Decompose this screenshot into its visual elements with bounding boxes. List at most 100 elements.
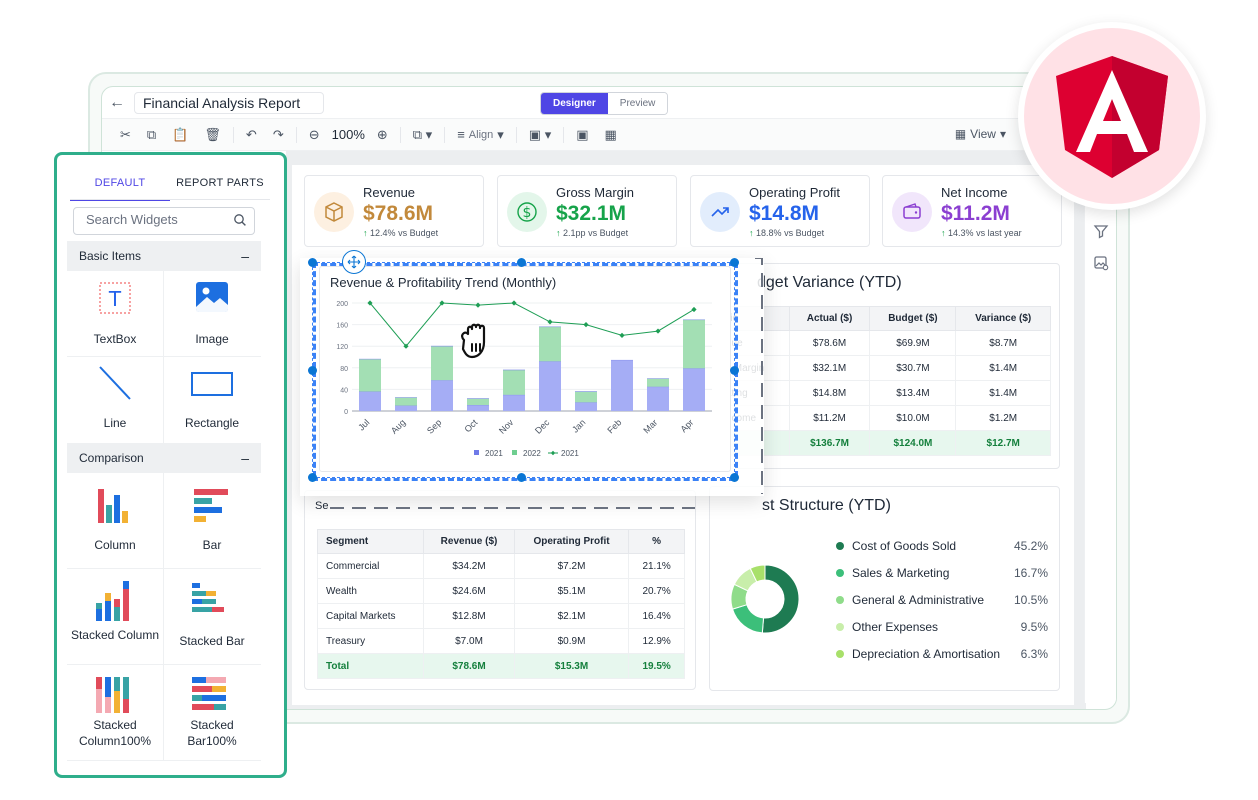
cut-icon[interactable]: ✂: [120, 126, 131, 142]
donut-chart[interactable]: [720, 547, 810, 652]
kpi-card-revenue[interactable]: Revenue $78.6M ↑ 12.4% vs Budget: [304, 175, 484, 247]
column-header[interactable]: %: [628, 529, 685, 554]
kpi-delta-text: vs Budget: [398, 228, 439, 238]
collapse-icon[interactable]: –: [241, 450, 249, 466]
widget-stacked-bar-100[interactable]: Stacked Bar100%: [164, 665, 260, 760]
widget-stacked-column-100[interactable]: Stacked Column100%: [67, 665, 163, 760]
trend-chart-widget[interactable]: Revenue & Profitability Trend (Monthly) …: [319, 266, 731, 472]
tab-default[interactable]: DEFAULT: [70, 171, 170, 201]
kpi-card-operating-profit[interactable]: Operating Profit $14.8M ↑ 18.8% vs Budge…: [690, 175, 870, 247]
filter-icon[interactable]: [1085, 215, 1116, 247]
delete-icon[interactable]: 🗑: [204, 126, 221, 142]
align-dropdown[interactable]: ≡ Align ▾: [449, 127, 512, 143]
widget-bar[interactable]: Bar: [164, 473, 260, 568]
section-basic-items[interactable]: Basic Items –: [67, 241, 261, 271]
search-input[interactable]: Search Widgets: [73, 207, 255, 235]
column-header[interactable]: Variance ($): [955, 306, 1051, 331]
bar-segment: [503, 369, 525, 395]
column-header[interactable]: Segment: [316, 529, 425, 554]
widget-label: Line: [103, 416, 127, 430]
line-point: [619, 332, 625, 338]
widget-rectangle[interactable]: Rectangle: [164, 357, 260, 443]
toolbar: ✂ ⧉ 📋 🗑 ↶ ↷ ⊖ 100% ⊕ ⧉ ▾ ≡ Align ▾ ▣ ▾ ▣ ▦…: [102, 119, 1116, 151]
designer-tab[interactable]: Designer: [541, 93, 608, 114]
table-cell: Total: [316, 653, 425, 679]
legend-value: 9.5%: [1020, 620, 1048, 634]
paste-icon[interactable]: 📋: [172, 126, 189, 142]
trend-chart[interactable]: 0 40 80 120 160 200 Jul Aug Sep Oct Nov Dec Jan Feb Ma…: [320, 293, 732, 473]
resize-handle[interactable]: [517, 258, 526, 267]
table-cell: $15.3M: [513, 653, 630, 679]
zoom-out-icon[interactable]: ⊖: [308, 126, 320, 142]
kpi-delta-text: vs Budget: [588, 228, 629, 238]
preview-tab[interactable]: Preview: [607, 93, 668, 114]
arrow-up-icon: ↑: [363, 228, 368, 238]
widget-stacked-bar[interactable]: Stacked Bar: [164, 569, 260, 664]
widget-label: Column: [94, 538, 136, 552]
segment-card[interactable]: Se Segment Revenue ($) Operating Profit …: [304, 490, 696, 690]
x-tick-label: Oct: [462, 417, 479, 434]
kpi-card-gross-margin[interactable]: $ Gross Margin $32.1M ↑ 2.1pp vs Budget: [497, 175, 677, 247]
toolbar-divider: [399, 126, 401, 143]
resize-handle[interactable]: [730, 258, 739, 267]
widget-panel: DEFAULT REPORT PARTS Search Widgets Basi…: [54, 152, 287, 778]
arrange-icon[interactable]: ⧉ ▾: [412, 126, 433, 142]
y-tick-label: 80: [340, 366, 348, 373]
legend-item: General & Administrative 10.5%: [836, 593, 1048, 607]
search-icon[interactable]: [233, 213, 247, 227]
image-settings-icon[interactable]: [1085, 247, 1116, 279]
widget-stacked-column[interactable]: Stacked Column: [67, 569, 163, 664]
group-icon[interactable]: ▣ ▾: [528, 126, 552, 142]
column-header[interactable]: Revenue ($): [423, 529, 515, 554]
stacked-column-icon: [96, 581, 129, 621]
column-header[interactable]: Actual ($): [788, 306, 871, 331]
resize-handle[interactable]: [517, 473, 526, 482]
report-title-field[interactable]: Financial Analysis Report: [134, 91, 324, 114]
view-dropdown[interactable]: ▦ View ▾: [955, 127, 1006, 141]
section-comparison[interactable]: Comparison –: [67, 443, 261, 473]
widget-label: Stacked Column: [70, 628, 160, 642]
tab-report-parts[interactable]: REPORT PARTS: [176, 177, 264, 189]
table-cell: $30.7M: [869, 355, 957, 381]
table-cell: $1.4M: [955, 355, 1051, 381]
redo-icon[interactable]: ↷: [272, 126, 284, 142]
kpi-delta-text: vs Budget: [784, 228, 825, 238]
widget-tabs: DEFAULT REPORT PARTS: [70, 171, 270, 201]
line-point: [511, 300, 517, 306]
resize-handle[interactable]: [308, 258, 317, 267]
widget-line[interactable]: Line: [67, 357, 163, 443]
column-header[interactable]: Operating Profit: [513, 529, 630, 554]
kpi-value: $78.6M: [363, 202, 434, 225]
kpi-delta-value: 18.8%: [756, 228, 782, 238]
widget-textbox[interactable]: T TextBox: [67, 271, 163, 356]
table-cell: $2.1M: [513, 603, 630, 629]
x-tick-label: Nov: [497, 417, 516, 436]
resize-handle[interactable]: [730, 473, 739, 482]
collapse-icon[interactable]: –: [241, 248, 249, 264]
cost-structure-card[interactable]: st Structure (YTD): [709, 486, 1060, 691]
table-total-row: Total $78.6M $15.3M 19.5%: [316, 653, 685, 679]
kpi-delta: ↑ 2.1pp vs Budget: [556, 228, 628, 238]
crop-icon[interactable]: ▣: [576, 126, 589, 142]
ungroup-icon[interactable]: ▦: [604, 126, 617, 142]
back-arrow-icon[interactable]: ←: [109, 93, 125, 111]
table-cell: $8.7M: [955, 330, 1051, 356]
kpi-card-net-income[interactable]: Net Income $11.2M ↑ 14.3% vs last year: [882, 175, 1062, 247]
resize-handle[interactable]: [730, 366, 739, 375]
move-handle-icon[interactable]: [342, 250, 366, 274]
widget-image[interactable]: Image: [164, 271, 260, 356]
copy-icon[interactable]: ⧉: [146, 126, 157, 142]
segment-title: Se: [315, 500, 329, 512]
zoom-in-icon[interactable]: ⊕: [376, 126, 388, 142]
table-row: Wealth $24.6M $5.1M 20.7%: [316, 578, 685, 604]
zoom-level[interactable]: 100%: [331, 127, 365, 142]
undo-icon[interactable]: ↶: [245, 126, 257, 142]
section-title: Basic Items: [79, 249, 142, 263]
column-header[interactable]: Budget ($): [869, 306, 957, 331]
widget-column[interactable]: Column: [67, 473, 163, 568]
resize-handle[interactable]: [308, 366, 317, 375]
kpi-value: $32.1M: [556, 202, 627, 225]
dollar-icon: $: [507, 192, 547, 232]
angular-badge: [1018, 22, 1206, 210]
resize-handle[interactable]: [308, 473, 317, 482]
